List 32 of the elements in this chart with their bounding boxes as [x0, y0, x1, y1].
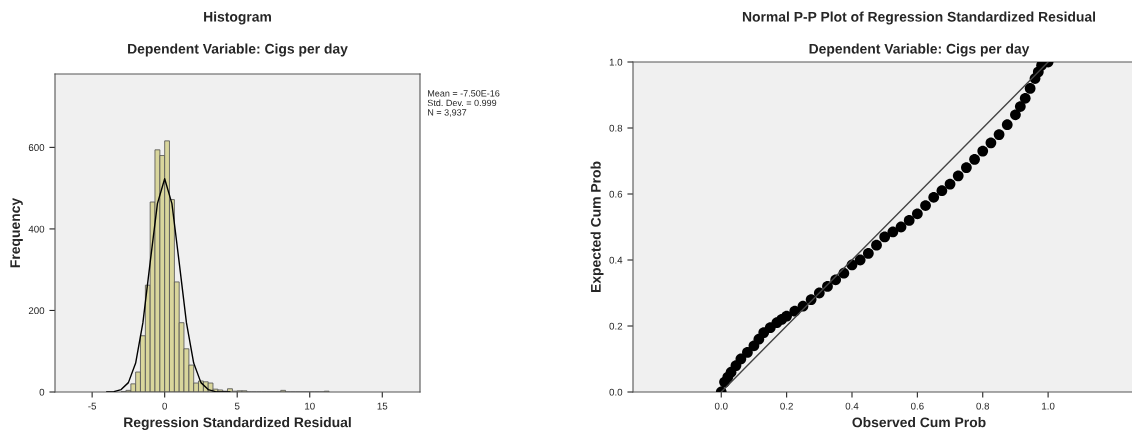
x-tick-label: 0.8	[976, 402, 990, 410]
y-tick-label: 600	[28, 144, 45, 151]
x-tick-label: 15	[377, 402, 388, 410]
chart-subtitle: Dependent Variable: Cigs per day	[809, 43, 1030, 57]
x-tick-label: 10	[305, 402, 315, 410]
y-tick-label: 0.4	[609, 256, 623, 264]
x-axis-title: Observed Cum Prob	[852, 417, 986, 428]
y-tick-label: 200	[28, 307, 45, 315]
x-tick-label: 0.6	[910, 402, 924, 410]
x-tick-label: 1.0	[1042, 402, 1055, 410]
y-axis-title: Frequency	[10, 197, 23, 268]
chart-title: Normal P-P Plot of Regression Standardized Residual	[742, 11, 1096, 25]
y-tick-label: 0.6	[609, 190, 623, 198]
chart-title: Histogram	[204, 11, 271, 25]
y-tick-label: 400	[28, 225, 45, 233]
text: Mean = -7.50E-16	[428, 90, 500, 97]
y-tick-label: 1.0	[609, 58, 623, 66]
x-tick-label: 0.4	[845, 402, 859, 410]
x-tick-label: 5	[234, 402, 240, 410]
y-tick-label: 0.0	[609, 388, 623, 396]
x-axis-title: Regression Standardized Residual	[124, 417, 351, 431]
text: Std. Dev. = 0.999	[427, 99, 497, 107]
text: N = 3,937	[428, 109, 467, 117]
x-tick-label: -5	[88, 402, 97, 410]
y-axis-title: Expected Cum Prob	[590, 161, 604, 293]
y-tick-label: 0	[39, 388, 45, 396]
x-tick-label: 0	[162, 402, 167, 410]
x-tick-label: 0.0	[714, 402, 728, 410]
y-tick-label: 0.8	[609, 124, 623, 132]
y-tick-label: 0.2	[609, 322, 623, 330]
chart-subtitle: Dependent Variable: Cigs per day	[128, 43, 348, 57]
x-tick-label: 0.2	[780, 402, 793, 410]
